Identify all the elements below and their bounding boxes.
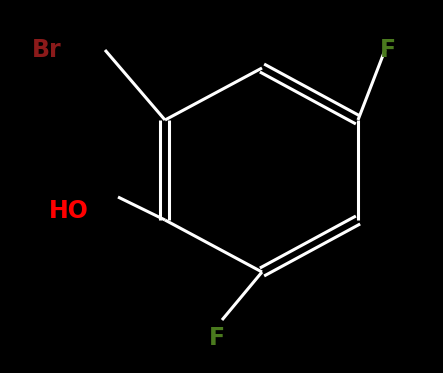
Text: HO: HO	[49, 199, 89, 223]
Text: Br: Br	[32, 38, 61, 62]
Text: F: F	[209, 326, 225, 350]
Text: F: F	[380, 38, 396, 62]
